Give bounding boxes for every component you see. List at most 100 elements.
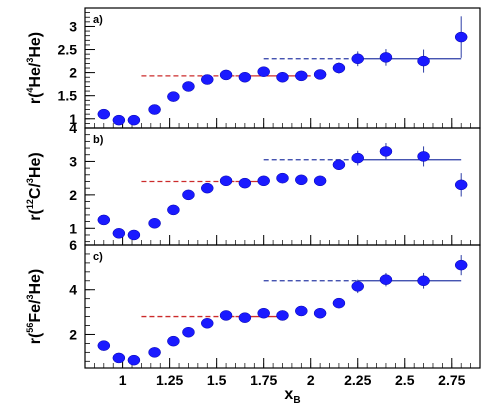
data-point	[454, 179, 468, 191]
data-point	[112, 352, 126, 364]
data-point	[167, 91, 180, 102]
data-point	[238, 71, 252, 83]
x-axis-label: xB	[284, 386, 300, 406]
x-tick-label: 2	[307, 372, 315, 388]
y-axis-label-part: He)	[27, 152, 44, 178]
y-tick-label: 1	[69, 220, 77, 236]
y-axis-label-part: He/	[27, 62, 44, 87]
data-point	[148, 218, 161, 229]
x-axis-label-main: x	[284, 386, 293, 403]
data-point	[167, 204, 180, 216]
data-point	[201, 182, 214, 194]
data-point	[97, 108, 111, 120]
y-tick-label: 2	[69, 187, 77, 203]
data-point	[148, 104, 161, 115]
panel-1: 11.522.53 a)r(4He/3He)	[25, 7, 481, 129]
y-tick-label: 2.5	[58, 42, 78, 58]
panel-label: a)	[93, 14, 103, 26]
data-point	[295, 70, 308, 82]
data-point	[127, 354, 141, 366]
x-tick-label: 1	[119, 372, 127, 388]
panel-3: 2 4 6 c) r(56Fe/3He)	[25, 237, 481, 369]
y-axis-label-part: r(	[27, 332, 44, 344]
y-axis-label-superscript: 3	[25, 58, 35, 63]
data-point	[276, 71, 289, 83]
data-point	[379, 52, 393, 63]
y-axis-label-superscript: 12	[25, 199, 35, 209]
data-point	[257, 307, 270, 319]
data-point	[276, 172, 289, 184]
y-tick-label: 1.5	[58, 88, 78, 104]
data-point	[454, 259, 468, 271]
x-tick-label: 2.75	[438, 372, 465, 388]
y-axis-label-superscript: 4	[25, 88, 35, 93]
panel-frame	[84, 7, 481, 129]
data-point	[332, 159, 346, 171]
data-point	[351, 152, 364, 164]
y-axis-label: r(12C/3He)	[25, 152, 44, 220]
y-axis-label-superscript: 3	[25, 178, 35, 183]
data-point	[97, 214, 111, 226]
data-point	[201, 74, 214, 85]
data-point	[167, 335, 180, 347]
data-point	[112, 114, 126, 126]
data-point	[417, 151, 430, 162]
data-point	[295, 305, 308, 317]
data-point	[182, 326, 195, 338]
data-point	[417, 55, 430, 67]
data-point	[257, 66, 270, 77]
data-point	[313, 175, 327, 187]
x-tick-label: 1.25	[156, 372, 183, 388]
y-tick-label: 4	[69, 120, 77, 136]
data-point	[379, 274, 393, 285]
data-point	[454, 31, 468, 43]
y-axis-label-part: r(	[27, 208, 44, 220]
data-point	[219, 69, 233, 81]
y-tick-label: 2	[69, 326, 77, 342]
y-tick-label: 3	[69, 18, 77, 34]
y-axis-label-superscript: 56	[25, 323, 35, 333]
y-tick-label: 4	[69, 282, 77, 298]
data-point	[257, 175, 270, 187]
data-point	[238, 312, 252, 323]
data-point	[219, 175, 233, 187]
data-point	[182, 189, 195, 201]
data-point	[313, 69, 327, 80]
data-point	[201, 318, 214, 329]
data-point	[182, 81, 195, 92]
y-axis-label-part: He)	[27, 32, 44, 58]
y-axis-label-part: r(	[27, 92, 44, 104]
x-tick-label: 2.5	[395, 372, 415, 388]
x-tick-label: 1.5	[207, 372, 227, 388]
data-point	[379, 146, 393, 157]
data-point	[313, 307, 327, 319]
data-point	[148, 347, 161, 358]
y-axis-label-part: Fe/	[27, 299, 44, 323]
data-point	[112, 228, 126, 239]
y-axis-label-part: He)	[27, 269, 44, 295]
y-tick-label: 2	[69, 65, 77, 81]
panel-label: c)	[93, 251, 103, 263]
data-point	[219, 310, 233, 321]
data-point	[238, 177, 252, 189]
data-point	[417, 275, 430, 287]
panel-frame	[84, 244, 481, 369]
panel-frame	[84, 127, 481, 246]
x-tick-label: 2.25	[344, 372, 371, 388]
data-point	[332, 62, 346, 74]
x-axis-label-subscript: B	[293, 395, 300, 406]
data-point	[351, 281, 364, 292]
y-axis-label-superscript: 3	[25, 295, 35, 300]
y-axis-label-part: C/	[27, 183, 44, 200]
data-point	[276, 310, 289, 321]
data-point	[127, 229, 141, 241]
y-tick-label: 3	[69, 153, 77, 169]
y-axis-label: r(56Fe/3He)	[25, 269, 44, 345]
data-point	[332, 297, 346, 309]
data-point	[97, 340, 111, 351]
data-point	[127, 114, 141, 126]
panel-label: b)	[93, 134, 104, 146]
